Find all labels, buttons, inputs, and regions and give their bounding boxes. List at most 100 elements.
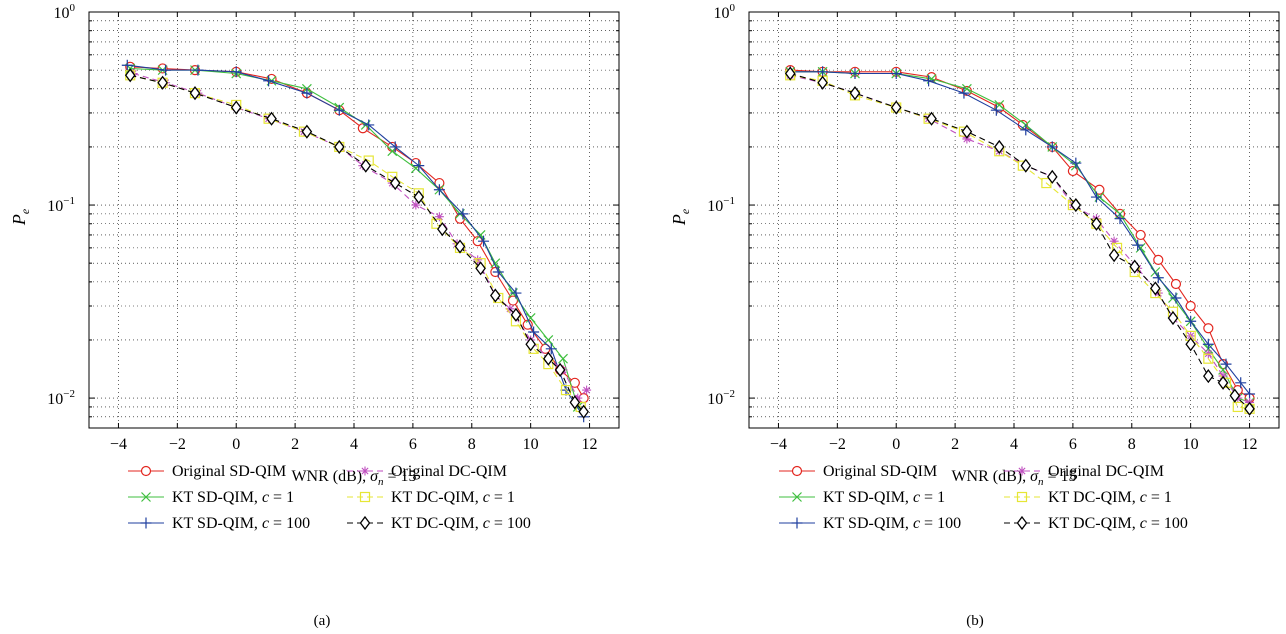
data-point (569, 395, 581, 410)
legend-swatch-marker (141, 492, 151, 502)
series-line (790, 69, 1250, 399)
legend-swatch-marker (140, 465, 152, 477)
legend-label: Original SD-QIM (172, 463, 286, 480)
data-point (1185, 315, 1197, 327)
data-point (507, 295, 519, 306)
y-tick-label: 10−1 (707, 195, 735, 215)
chart-panel-b: −4 −2 0 2 4 6 8 10 12 100 10−1 10−2 Pe WNR (dB), σn =… (669, 2, 1280, 629)
x-axis-label: WNR (dB), σn = 15 (951, 468, 1076, 488)
data-point (333, 139, 345, 155)
x-tick-label: 10 (1183, 436, 1199, 453)
legend-label: KT DC-QIM, c = 1 (391, 489, 515, 506)
data-point (1244, 401, 1255, 416)
data-point (1020, 124, 1032, 136)
data-point (1232, 401, 1243, 413)
data-point (890, 100, 902, 115)
x-tick-label: 12 (582, 436, 598, 453)
series-kt-sd-qim-c-100 (784, 66, 1256, 400)
data-point (578, 404, 589, 419)
data-point (1167, 310, 1179, 326)
x-tick-label: 8 (468, 436, 476, 453)
data-point (1235, 377, 1247, 389)
y-tick-label: 100 (714, 2, 736, 22)
data-point (1091, 216, 1102, 231)
data-point (961, 124, 973, 139)
data-point (333, 104, 345, 116)
data-point (1185, 300, 1196, 312)
y-tick-label: 100 (54, 2, 76, 22)
data-point (230, 100, 242, 115)
data-point (1129, 259, 1141, 274)
data-point (360, 158, 372, 173)
series-line (790, 74, 1250, 410)
x-tick-label: 8 (1128, 436, 1136, 453)
legend-label: KT DC-QIM, c = 100 (391, 515, 531, 532)
data-point (1150, 281, 1161, 296)
data-point (1046, 169, 1058, 184)
data-point (434, 212, 444, 222)
x-tick-label: 12 (1242, 436, 1258, 453)
legend-item: Original SD-QIM (128, 463, 286, 480)
data-point (1203, 369, 1214, 384)
legend-item: Original DC-QIM (347, 463, 507, 480)
x-tick-label: 4 (350, 436, 358, 453)
data-point (266, 111, 277, 126)
data-point (230, 66, 242, 78)
data-point (1132, 239, 1144, 251)
x-tick-label: 0 (892, 436, 900, 453)
data-point (437, 222, 448, 237)
data-point (301, 87, 313, 99)
x-tick-label: 6 (409, 436, 417, 453)
legend-label: KT DC-QIM, c = 1 (1048, 489, 1172, 506)
legend-swatch-marker (791, 517, 803, 529)
data-point (1220, 358, 1232, 370)
data-point (1109, 236, 1119, 246)
legend-swatch-marker (791, 465, 803, 477)
series-kt-dc-qim-c-100 (784, 66, 1255, 416)
data-point (411, 200, 421, 210)
data-point (478, 235, 490, 247)
data-point (558, 353, 568, 364)
data-point (1217, 375, 1229, 390)
data-point (990, 104, 1002, 116)
legend-item: Original SD-QIM (779, 463, 937, 480)
series-kt-dc-qim-c-100 (124, 68, 589, 419)
data-point (492, 266, 504, 278)
data-point (1108, 248, 1120, 263)
legend-item: Original DC-QIM (1004, 463, 1164, 480)
legend-label: KT DC-QIM, c = 100 (1048, 515, 1188, 532)
panel-caption: (b) (966, 613, 984, 629)
data-point (490, 288, 501, 303)
data-point (1070, 157, 1082, 169)
legend-item: KT DC-QIM, c = 1 (1004, 489, 1172, 506)
series-line (133, 72, 587, 399)
y-tick-label: 10−2 (707, 388, 735, 408)
chart-panel-a: −4 −2 0 2 4 6 8 10 12 100 10−1 10−2 Pe WNR (dB), σn =… (9, 2, 620, 629)
data-point (363, 119, 375, 131)
data-point (573, 393, 583, 403)
data-point (124, 68, 136, 83)
data-point (890, 68, 902, 80)
legend-swatch-marker (792, 492, 802, 502)
legend-swatch-marker (1016, 491, 1028, 503)
data-point (926, 111, 937, 126)
series-kt-sd-qim-c-1 (785, 66, 1255, 408)
data-point (263, 75, 275, 87)
legend-item: KT DC-QIM, c = 100 (347, 515, 531, 532)
data-point (454, 239, 466, 254)
x-tick-label: −4 (770, 436, 787, 453)
series-kt-sd-qim-c-100 (121, 59, 590, 423)
legend-item: KT SD-QIM, c = 100 (128, 515, 310, 532)
legend-label: KT SD-QIM, c = 100 (172, 515, 310, 532)
data-point (817, 66, 829, 78)
y-tick-label: 10−2 (47, 388, 75, 408)
data-point (1203, 353, 1214, 364)
data-point (1170, 278, 1182, 290)
data-point (817, 75, 828, 90)
data-point (1170, 292, 1182, 304)
data-point (121, 59, 133, 71)
legend-label: Original SD-QIM (823, 463, 937, 480)
data-point (389, 175, 401, 191)
y-axis-label: Pe (9, 208, 32, 226)
